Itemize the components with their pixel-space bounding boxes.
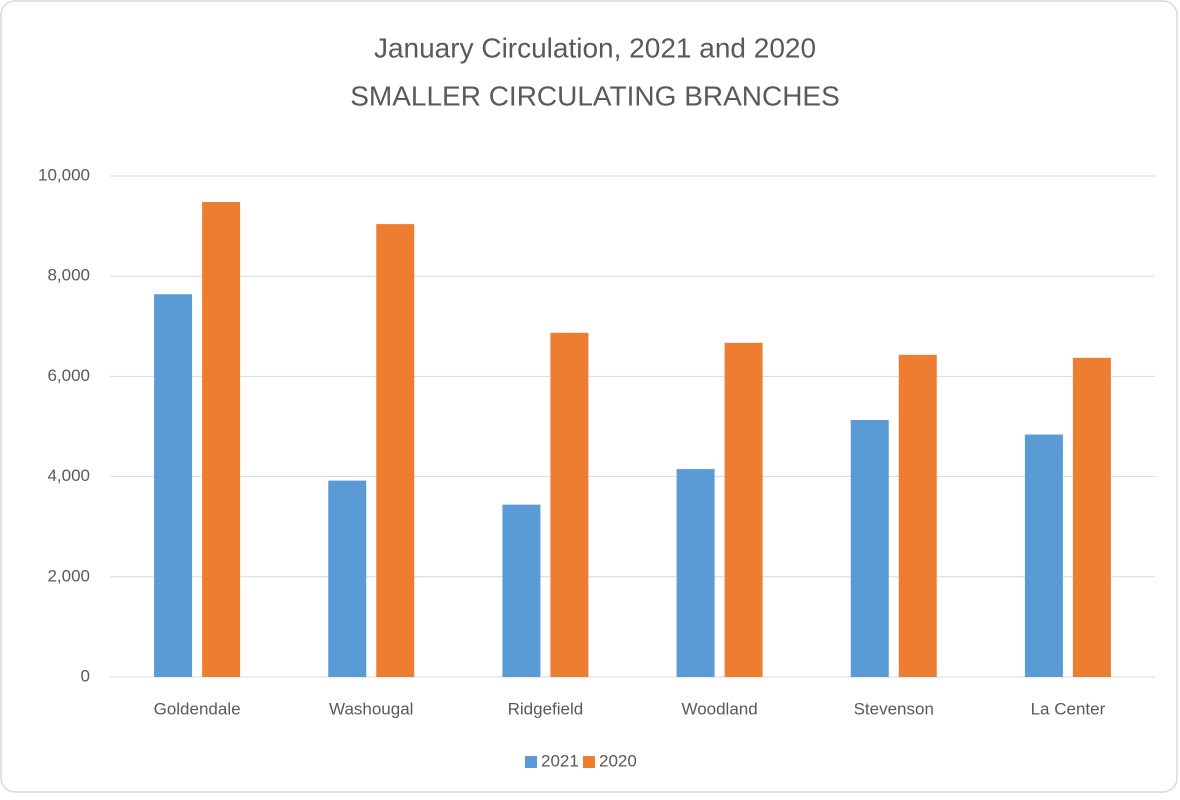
bar — [850, 419, 889, 677]
bar — [376, 224, 415, 677]
bar — [154, 294, 193, 677]
legend-swatch — [525, 756, 537, 768]
chart-subtitle: SMALLER CIRCULATING BRANCHES — [350, 80, 840, 111]
x-tick-label: Woodland — [681, 699, 757, 718]
y-tick-label: 6,000 — [47, 366, 90, 385]
x-tick-label: Stevenson — [854, 699, 934, 718]
y-tick-label: 4,000 — [47, 466, 90, 485]
x-tick-label: Goldendale — [154, 699, 241, 718]
bar — [1024, 434, 1063, 677]
y-tick-label: 2,000 — [47, 566, 90, 585]
bar — [328, 480, 367, 677]
x-tick-label: Ridgefield — [508, 699, 584, 718]
x-tick-label: Washougal — [329, 699, 413, 718]
bar — [676, 469, 715, 677]
chart-title: January Circulation, 2021 and 2020 — [374, 32, 816, 63]
bar — [724, 342, 763, 677]
bar — [550, 332, 589, 677]
y-tick-label: 10,000 — [38, 165, 90, 184]
x-tick-label: La Center — [1031, 699, 1106, 718]
bar — [202, 202, 241, 677]
y-tick-label: 0 — [81, 666, 90, 685]
bar — [1072, 357, 1111, 677]
legend-label: 2021 — [541, 751, 579, 770]
legend-label: 2020 — [599, 751, 637, 770]
bar — [898, 354, 937, 677]
y-tick-label: 8,000 — [47, 266, 90, 285]
bar — [502, 504, 541, 677]
legend-swatch — [583, 756, 595, 768]
